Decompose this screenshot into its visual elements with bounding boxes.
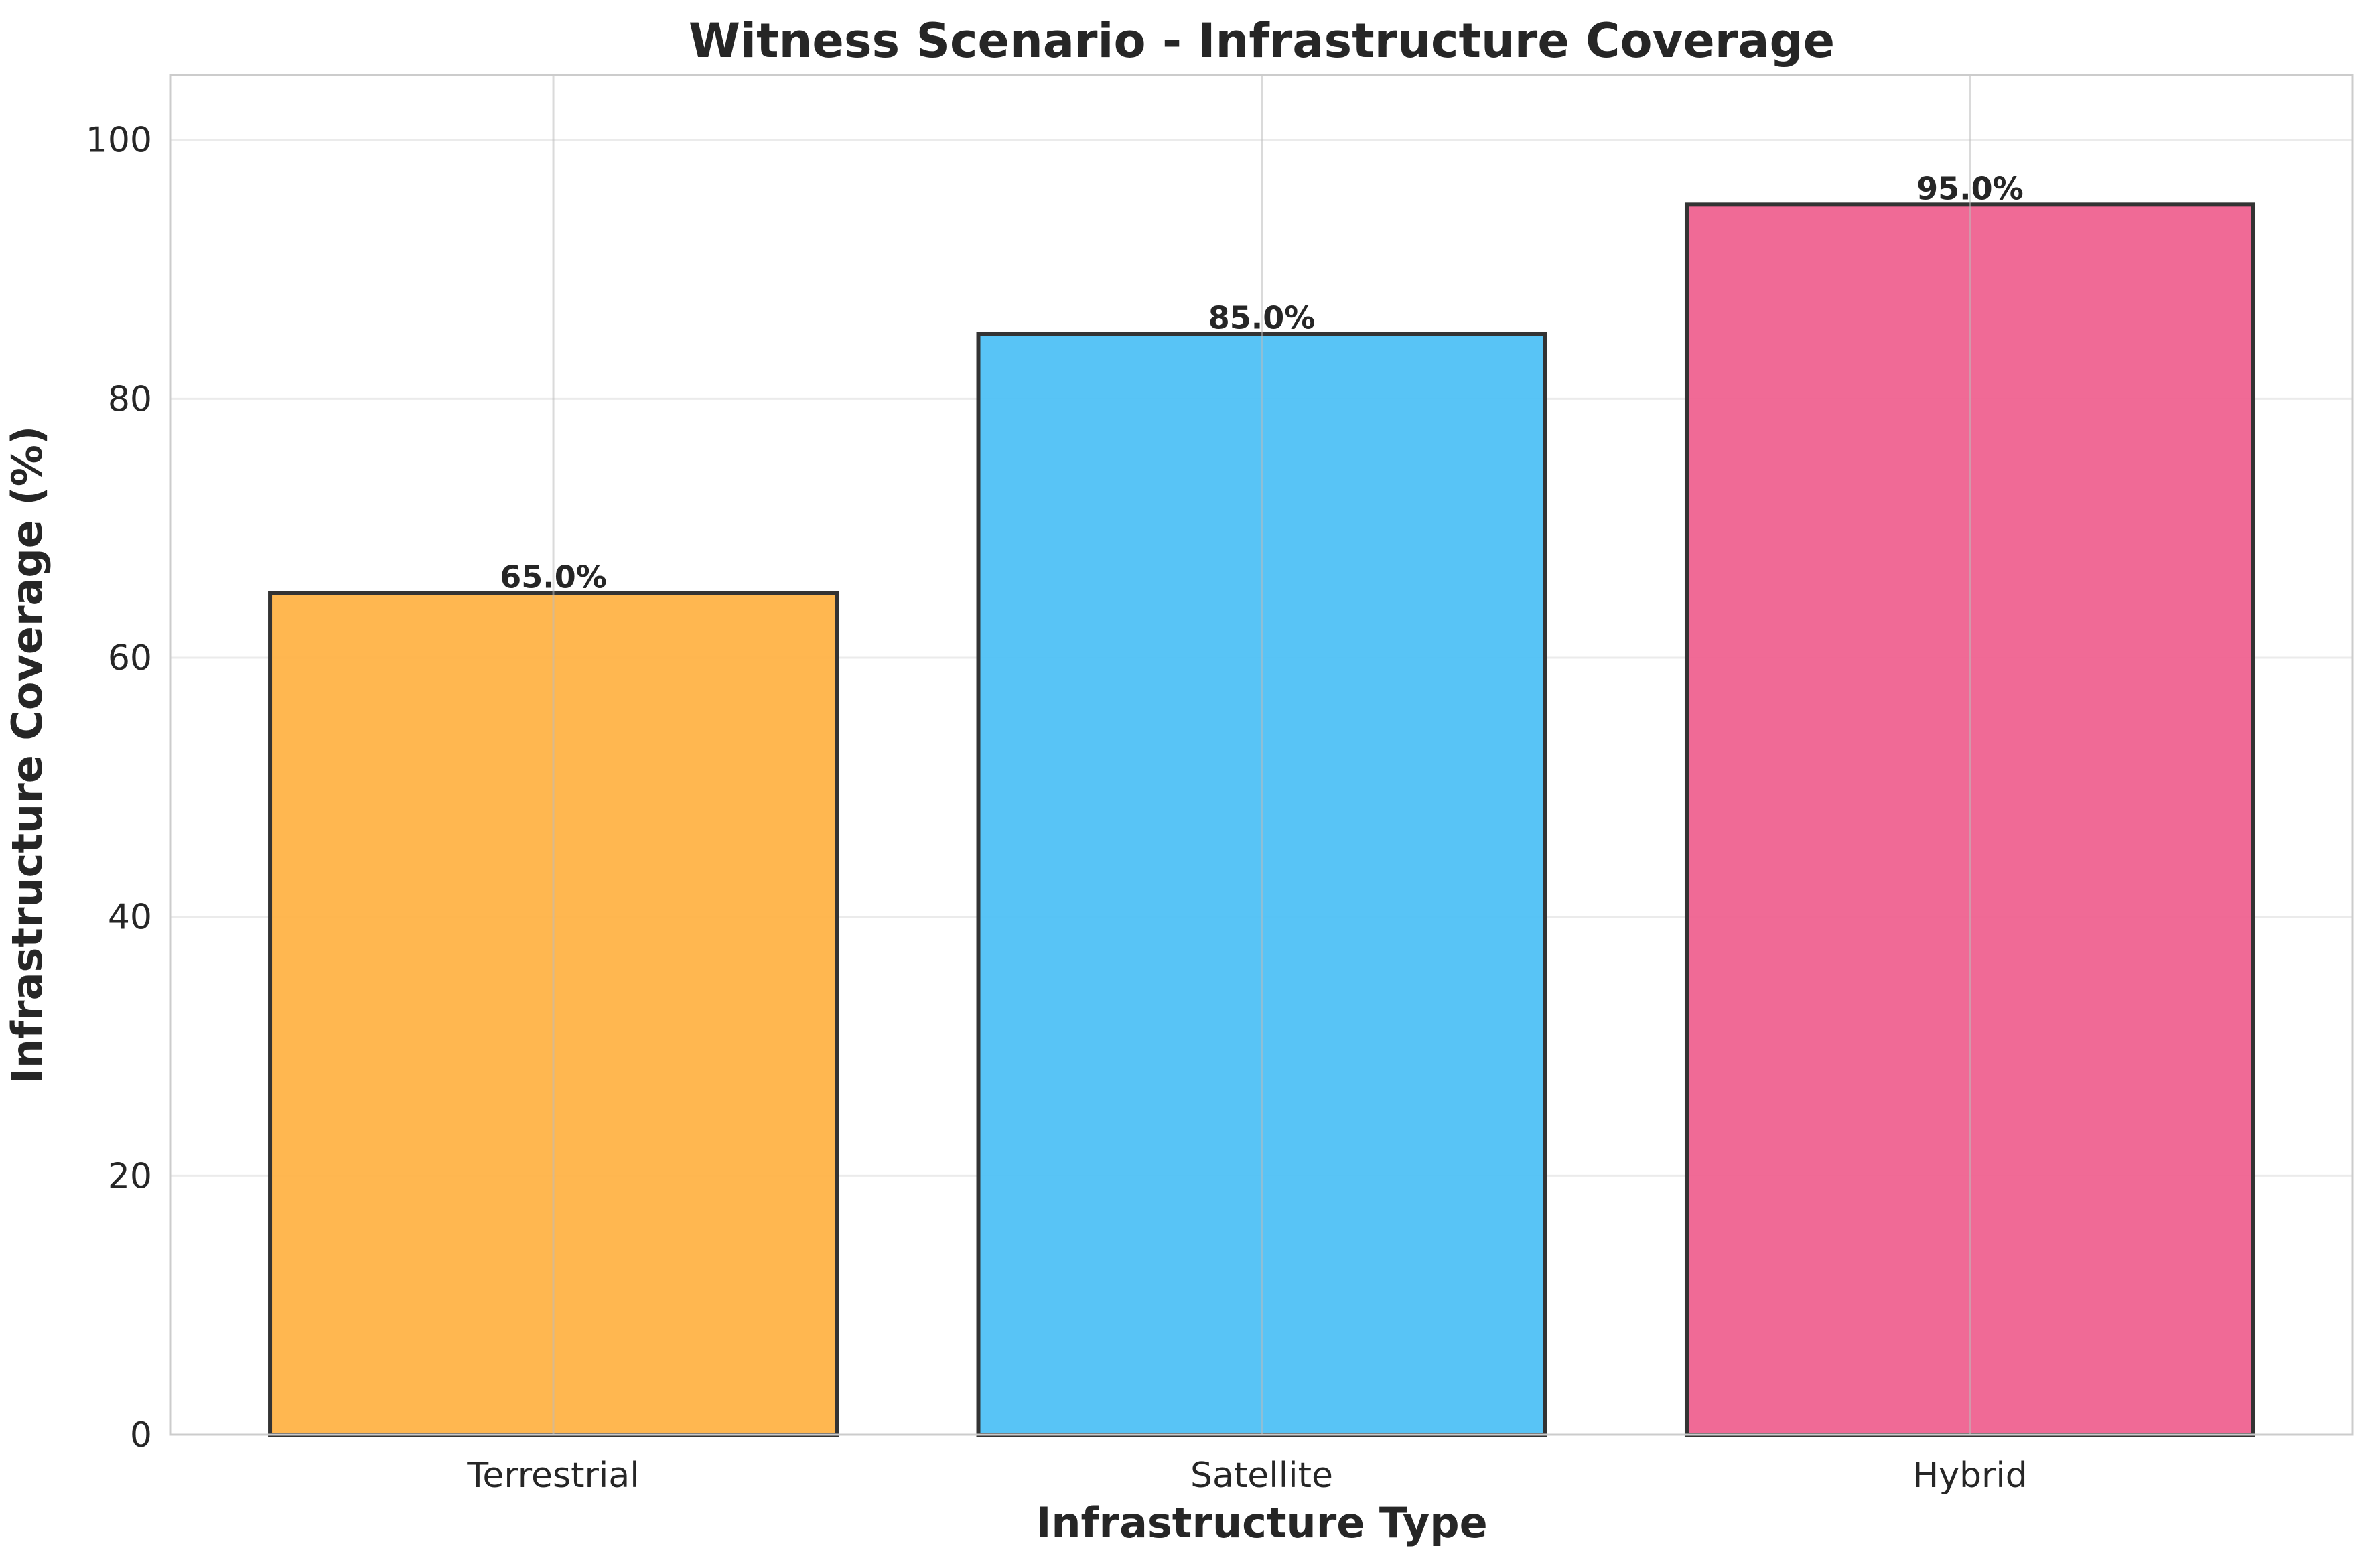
bar-value-label: 95.0% [1916,170,2024,206]
x-tick-label: Satellite [1190,1455,1333,1496]
bar-value-label: 65.0% [500,559,607,595]
y-tick-label: 20 [108,1156,152,1196]
x-tick-label: Terrestrial [466,1455,639,1496]
y-axis-label: Infrastructure Coverage (%) [3,426,52,1084]
y-tick-label: 60 [108,638,152,679]
x-axis-label: Infrastructure Type [1036,1498,1487,1547]
x-tick-label: Hybrid [1912,1455,2028,1496]
y-tick-label: 80 [108,379,152,419]
bar-value-labels: 65.0% 85.0% 95.0% [500,170,2024,595]
y-tick-label: 0 [130,1415,152,1455]
chart-title: Witness Scenario - Infrastructure Covera… [689,13,1835,68]
x-grid-lines [552,75,1971,1435]
x-axis-ticks: Terrestrial Satellite Hybrid [466,1455,2027,1496]
bar-value-label: 85.0% [1208,300,1316,336]
y-tick-label: 40 [108,898,152,938]
y-axis-ticks: 0 20 40 60 80 100 [86,121,152,1455]
y-tick-label: 100 [86,121,152,161]
plot-frame [169,74,2354,1436]
